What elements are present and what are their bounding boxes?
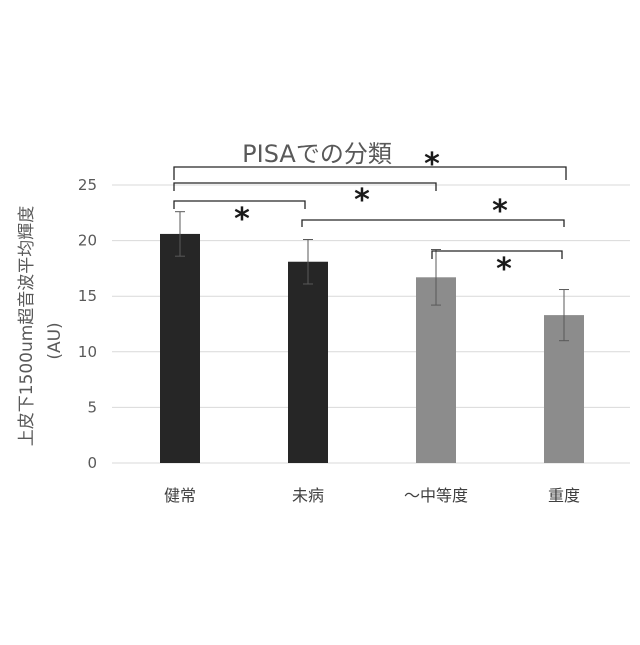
bars bbox=[160, 234, 584, 463]
y-tick-label: 25 bbox=[78, 176, 97, 194]
significance-bracket bbox=[302, 220, 564, 227]
bar bbox=[288, 262, 328, 463]
category-label: ～中等度 bbox=[404, 486, 468, 505]
significance-star: * bbox=[354, 183, 370, 218]
significance-bracket bbox=[174, 183, 436, 191]
significance-brackets: * * * * * bbox=[174, 147, 566, 287]
significance-bracket bbox=[174, 167, 566, 180]
category-label: 重度 bbox=[548, 486, 580, 505]
bar bbox=[160, 234, 200, 463]
y-tick-label: 10 bbox=[78, 343, 97, 361]
category-label: 健常 bbox=[164, 486, 196, 505]
y-ticks: 0 5 10 15 20 25 bbox=[78, 176, 97, 472]
category-label: 未病 bbox=[292, 486, 324, 505]
y-axis-unit: (AU) bbox=[45, 322, 65, 359]
y-tick-label: 5 bbox=[87, 398, 97, 416]
chart-title: PISAでの分類 bbox=[242, 140, 392, 168]
y-tick-label: 15 bbox=[78, 287, 97, 305]
y-axis-label: 上皮下1500um超音波平均輝度 bbox=[17, 206, 37, 447]
significance-star: * bbox=[492, 194, 508, 229]
significance-star: * bbox=[424, 147, 440, 182]
significance-star: * bbox=[234, 202, 250, 237]
y-tick-label: 0 bbox=[87, 454, 97, 472]
x-categories: 健常 未病 ～中等度 重度 bbox=[164, 486, 580, 505]
significance-star: * bbox=[496, 252, 512, 287]
y-tick-label: 20 bbox=[78, 232, 97, 250]
